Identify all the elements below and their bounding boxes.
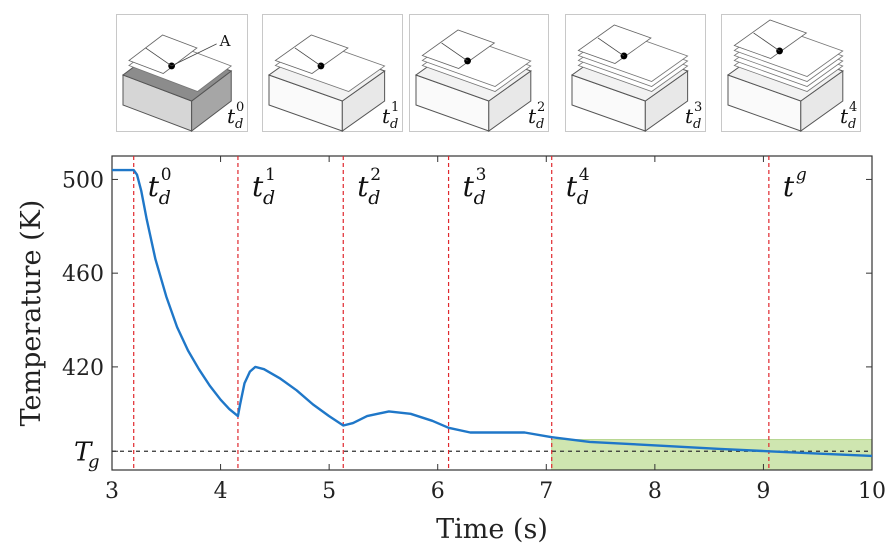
thumbnail-drawing: t d 3	[570, 24, 702, 132]
x-tick-label: 5	[322, 479, 336, 504]
thumbnail-drawing: At d 0	[121, 32, 244, 133]
x-tick-label: 8	[648, 479, 662, 504]
tg-tick-subscript: g	[88, 451, 100, 472]
tg-tick-label: T	[74, 437, 93, 467]
thumbnail-time-subscript: d	[693, 117, 701, 132]
thumbnail-time-label: t	[840, 104, 849, 128]
vline-label-superscript: 2	[370, 165, 381, 185]
vline-label-superscript: 0	[161, 165, 172, 185]
active-layer	[128, 34, 198, 74]
x-tick-label: 4	[214, 479, 228, 504]
active-layer	[274, 34, 349, 74]
vline-label: t	[148, 170, 160, 203]
active-layer	[577, 24, 652, 64]
probe-line	[753, 32, 780, 52]
marker-leader	[171, 43, 217, 67]
active-layer	[421, 29, 496, 69]
probe-line	[145, 47, 172, 67]
vline-label-subscript: d	[368, 187, 380, 209]
temperature-series-line	[112, 168, 873, 458]
probe-line	[294, 47, 322, 67]
x-axis-title: Time (s)	[436, 514, 548, 545]
vline-label: t	[783, 170, 795, 203]
point-marker	[464, 57, 471, 65]
x-tick-label: 3	[105, 479, 119, 504]
probe-line	[441, 42, 468, 62]
thumbnail-time-subscript: d	[848, 117, 856, 132]
thumbnail-time-superscript: 0	[236, 100, 244, 115]
thumbnail-time-superscript: 2	[537, 100, 545, 115]
vline-label-subscript: d	[577, 187, 589, 209]
thumbnail-time-superscript: 1	[391, 100, 399, 115]
vline-label-subscript: d	[263, 187, 275, 209]
thumbnail-time-label: t	[528, 104, 537, 128]
thumbnail-time-subscript: d	[235, 117, 243, 132]
temperature-chart: t d0 t d1 t d2 t d3 t d4 t g3 4 5 6 7 8 9 10500460420TgTim…	[16, 155, 886, 545]
y-tick-label: 460	[62, 262, 104, 287]
thumbnail-time-subscript: d	[390, 117, 398, 132]
vline-label-superscript: 1	[265, 165, 276, 185]
thumbnail-time-subscript: d	[536, 117, 544, 132]
vline-label-superscript: 3	[476, 165, 487, 185]
vline-label: t	[566, 170, 578, 203]
y-axis-title: Temperature (K)	[16, 200, 47, 427]
point-marker	[776, 47, 783, 55]
vline-label-superscript: 4	[579, 165, 590, 185]
vline-label: t	[357, 170, 369, 203]
vline-label-subscript: d	[159, 187, 171, 209]
y-tick-label: 500	[62, 168, 104, 193]
vline-label-superscript: g	[796, 165, 807, 185]
thumbnail-time-label: t	[685, 104, 694, 128]
vline-label: t	[252, 170, 264, 203]
y-tick-label: 420	[62, 356, 104, 381]
x-tick-label: 6	[431, 479, 445, 504]
vline-label-subscript: d	[474, 187, 486, 209]
probe-line	[597, 37, 625, 57]
thumbnail-time-superscript: 4	[849, 100, 857, 115]
x-tick-label: 9	[756, 479, 770, 504]
thumbnail-drawing: t d 1	[267, 34, 399, 132]
x-tick-label: 10	[858, 479, 886, 504]
vline-label: t	[463, 170, 475, 203]
thumbnail-time-label: t	[382, 104, 391, 128]
thumbnail-drawing: t d 4	[726, 19, 857, 132]
plot-frame	[111, 155, 873, 471]
thumbnail-drawing: t d 2	[414, 29, 545, 132]
thumbnail-time-label: t	[227, 104, 236, 128]
marker-label: A	[219, 32, 231, 50]
active-layer	[733, 19, 808, 59]
x-tick-label: 7	[539, 479, 553, 504]
thumbnail-time-superscript: 3	[694, 100, 702, 115]
